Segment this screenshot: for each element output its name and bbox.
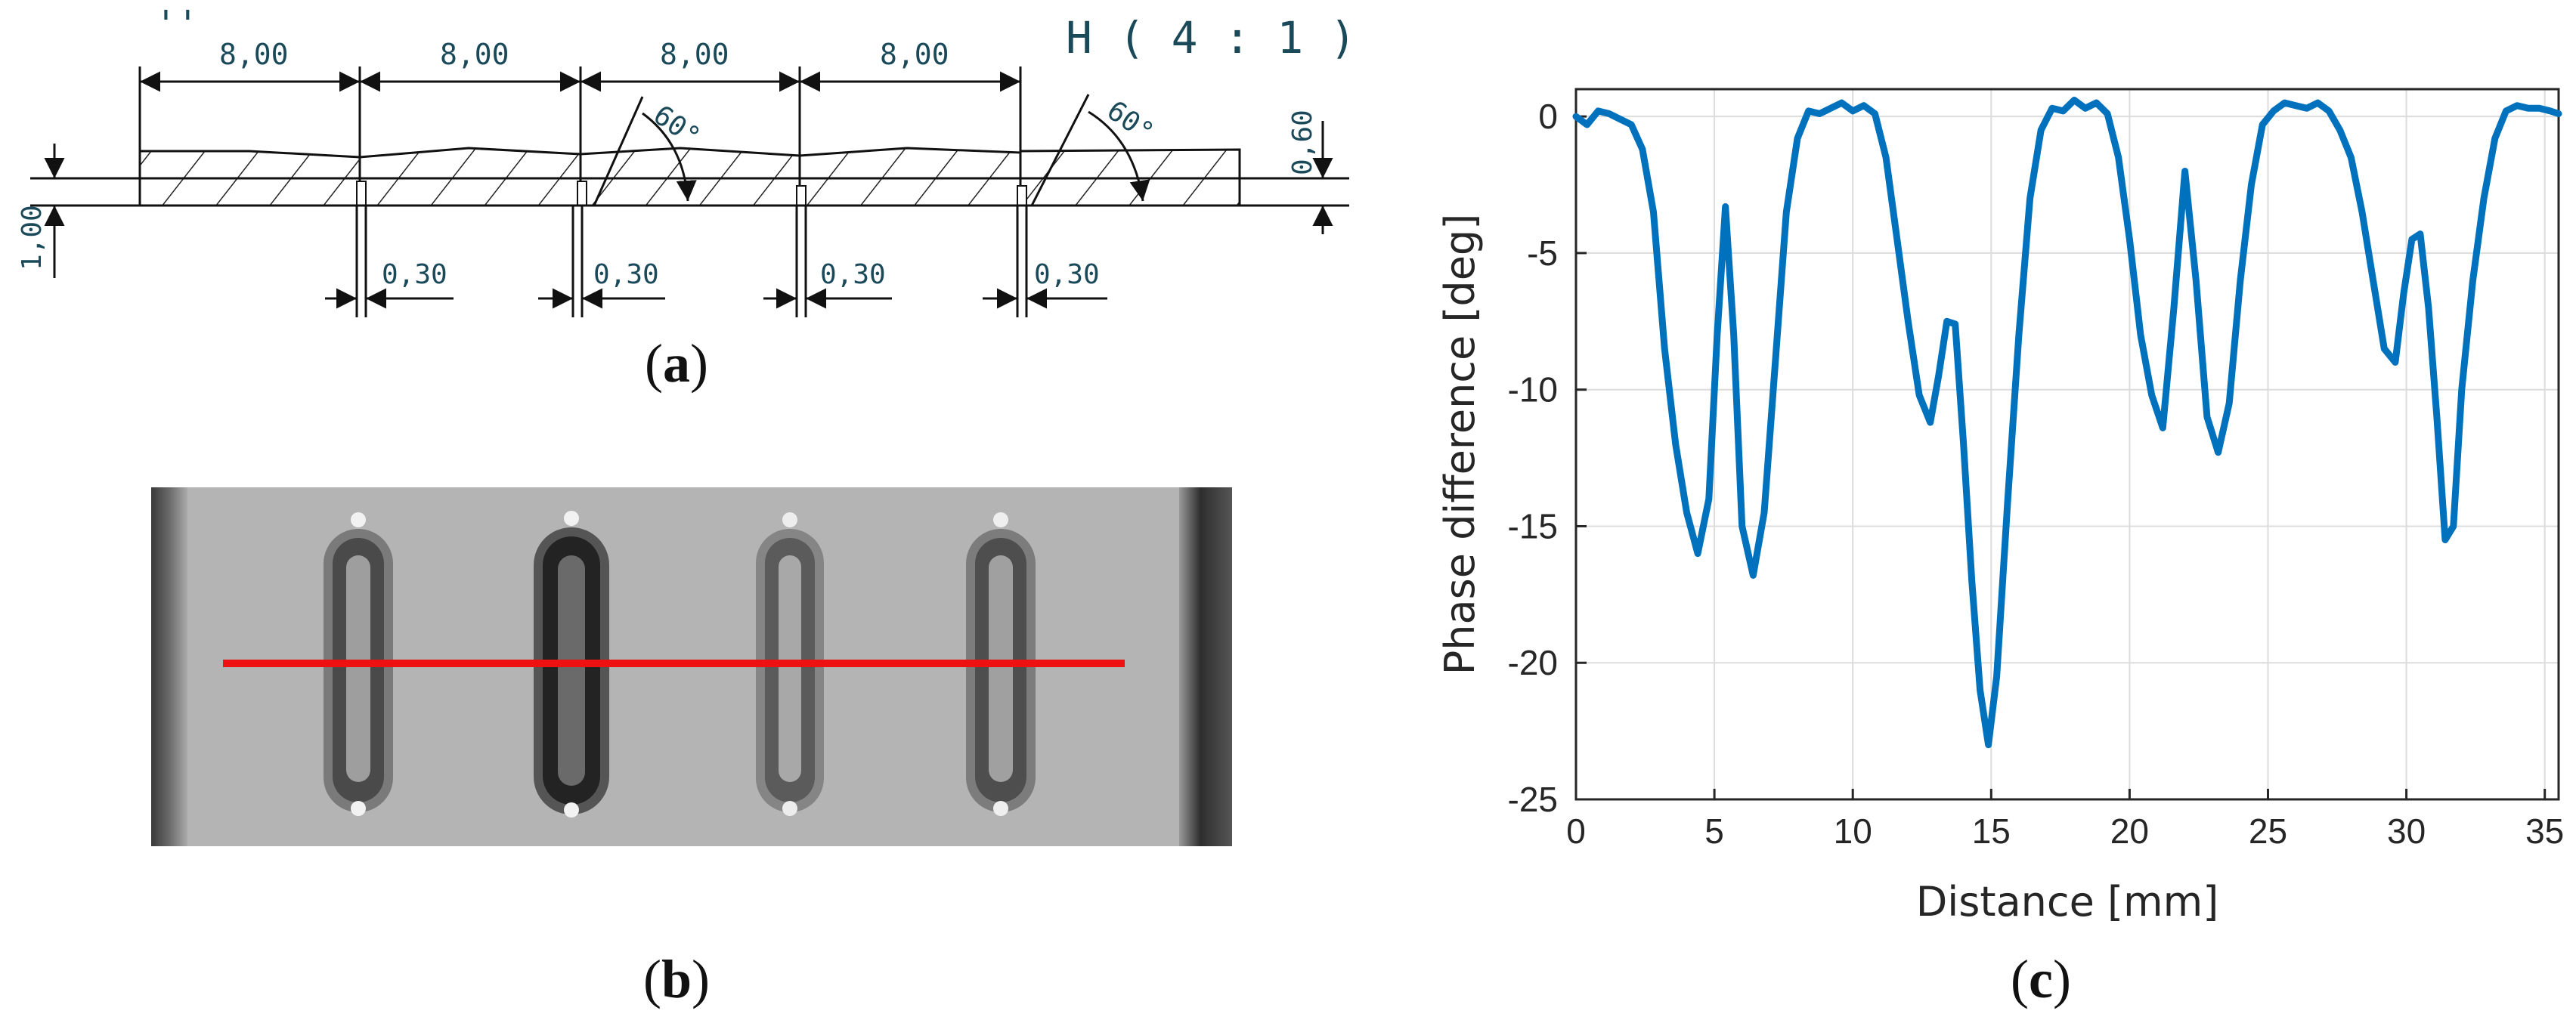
x-axis-label: Distance [mm]: [1916, 878, 2219, 926]
caption-a: (a): [645, 333, 708, 394]
dim-8-label-1: 8,00: [219, 38, 289, 71]
y-tick-label: -5: [1527, 233, 1558, 273]
sample-image-left-edge: [151, 487, 187, 846]
y-tick-label: -10: [1508, 370, 1558, 410]
dim-030-label-2: 0,30: [593, 259, 659, 290]
plot-frame: [1574, 88, 2560, 801]
x-tick-label: 5: [1704, 811, 1724, 851]
x-tick-label: 30: [2387, 811, 2426, 851]
panel-a-drawing: '' 8,00 8,00 8,00 8,00 H ( 4 : 1 ): [17, 3, 1356, 394]
scale-title: H ( 4 : 1 ): [1066, 12, 1356, 63]
cross-section: [30, 147, 1349, 207]
dim-030-label-4: 0,30: [1034, 259, 1100, 290]
sample-image-right-edge: [1179, 487, 1232, 846]
dim-8-label-4: 8,00: [880, 38, 949, 71]
slot-4: [966, 512, 1036, 816]
y-tick-label: 0: [1538, 97, 1558, 136]
top-dimension-lines: [138, 66, 1022, 204]
slot-3: [756, 512, 824, 816]
x-tick-label: 10: [1834, 811, 1872, 851]
dim-8-label-2: 8,00: [440, 38, 509, 71]
slot-1: [324, 512, 393, 816]
y-tick-label: -20: [1508, 643, 1558, 682]
x-tick-label: 20: [2110, 811, 2149, 851]
angle-marks: [593, 94, 1150, 206]
caption-c: (c): [2011, 949, 2071, 1009]
bottom-dimensions: [325, 206, 1107, 317]
panel-b-image: (b): [151, 487, 1232, 1009]
series-layer: [1572, 97, 2562, 749]
dim-8-label-3: 8,00: [660, 38, 729, 71]
dim-left-label: 1,00: [17, 205, 48, 270]
angle-label-2: 60°: [1101, 95, 1160, 149]
y-axis-label: Phase difference [deg]: [1436, 214, 1484, 675]
x-tick-label: 0: [1566, 811, 1586, 851]
angle-label-1: 60°: [648, 100, 706, 153]
axis-ticks: 0 5 10 15 20 25 30 35 0 -5 -10 -15 -20 -25: [1508, 97, 2565, 851]
panel-a-marker: '': [155, 3, 199, 45]
dim-right-label: 0,60: [1287, 110, 1318, 175]
y-tick-label: -15: [1508, 506, 1558, 546]
dim-030-label-1: 0,30: [382, 259, 447, 290]
grid: [1575, 89, 2559, 800]
x-tick-label: 15: [1972, 811, 2011, 851]
x-tick-label: 25: [2249, 811, 2287, 851]
x-tick-label: 35: [2525, 811, 2564, 851]
slot-2: [534, 511, 609, 818]
panel-c-chart: 0 5 10 15 20 25 30 35 0 -5 -10 -15 -20 -25 Distance […: [1436, 88, 2565, 1009]
y-tick-label: -25: [1508, 780, 1558, 819]
caption-b: (b): [643, 949, 710, 1009]
dim-030-label-3: 0,30: [820, 259, 886, 290]
series-line-phase: [1572, 97, 2562, 749]
